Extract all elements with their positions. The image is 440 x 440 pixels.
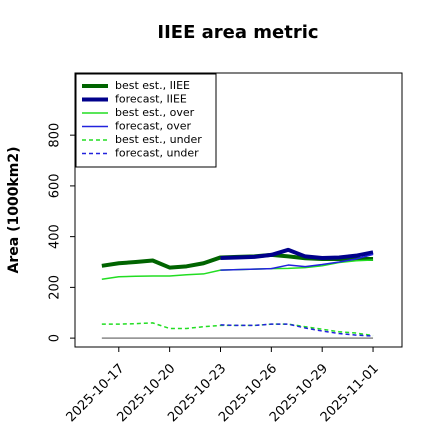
plot-frame (74, 72, 403, 348)
y-tick-label: 200 (48, 275, 63, 300)
y-tick-label: 800 (48, 123, 63, 148)
legend-label: forecast, under (115, 147, 199, 160)
legend-label: forecast, IIEE (115, 93, 187, 106)
legend-label: best est., under (115, 133, 202, 146)
legend-label: best est., IIEE (115, 79, 190, 92)
series-line (220, 253, 374, 271)
series-line (220, 247, 374, 260)
y-axis-label: Area (1000km2) (6, 147, 22, 274)
legend-label: forecast, over (115, 120, 191, 133)
chart-title: IIEE area metric (157, 22, 318, 43)
legend-box (75, 73, 217, 168)
series-line (220, 323, 374, 337)
y-tick-label: 600 (48, 173, 63, 198)
y-tick-label: 400 (48, 224, 63, 249)
y-tick-label: 0 (48, 334, 63, 342)
legend-label: best est., over (115, 106, 195, 119)
